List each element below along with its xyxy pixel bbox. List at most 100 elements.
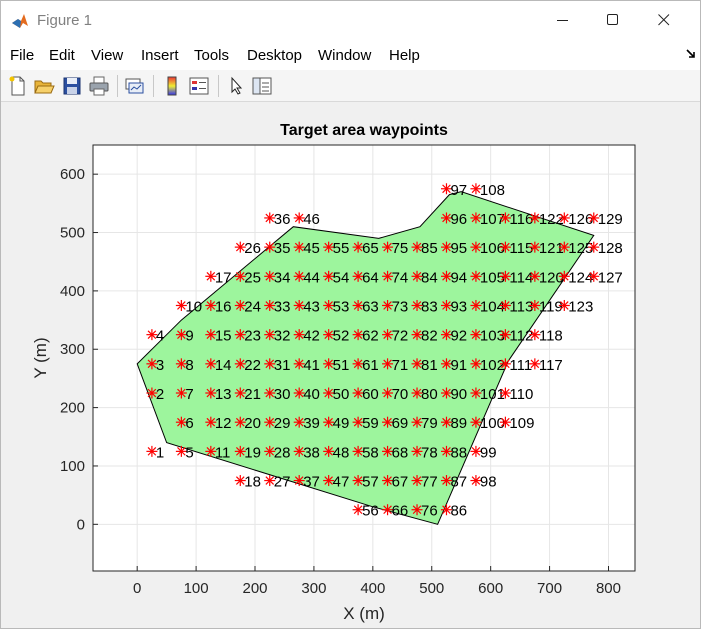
close-button[interactable] <box>641 1 687 39</box>
waypoint-label: 113 <box>509 298 533 315</box>
legend-icon[interactable] <box>188 75 210 97</box>
maximize-button[interactable] <box>590 1 636 39</box>
menu-window[interactable]: Window <box>318 47 372 64</box>
waypoint-marker <box>470 329 482 341</box>
waypoint-label: 95 <box>450 240 467 257</box>
waypoint-label: 115 <box>509 240 533 257</box>
waypoint-marker <box>529 299 541 311</box>
waypoint-marker <box>323 329 335 341</box>
waypoint-label: 22 <box>244 357 261 374</box>
waypoint-marker <box>440 475 452 487</box>
waypoint-marker <box>234 416 246 428</box>
waypoint-marker <box>205 445 217 457</box>
waypoint-label: 71 <box>392 357 409 374</box>
waypoint-marker <box>411 416 423 428</box>
pointer-icon[interactable] <box>225 75 247 97</box>
x-tick-label: 300 <box>301 580 326 597</box>
open-file-icon[interactable] <box>33 75 55 97</box>
waypoint-marker <box>264 416 276 428</box>
waypoint-marker <box>264 299 276 311</box>
waypoint-label: 5 <box>185 444 193 461</box>
waypoint-marker <box>323 358 335 370</box>
waypoint-marker <box>440 270 452 282</box>
x-tick-label: 400 <box>360 580 385 597</box>
waypoint-marker <box>146 358 158 370</box>
waypoint-marker <box>588 270 600 282</box>
plot-svg: Target area waypoints 123456789101112131… <box>31 122 636 623</box>
waypoint-label: 18 <box>244 474 261 491</box>
link-plot-icon[interactable] <box>123 75 145 97</box>
menu-edit[interactable]: Edit <box>49 47 75 64</box>
waypoint-marker <box>558 212 570 224</box>
print-icon[interactable] <box>88 75 110 97</box>
waypoint-marker <box>440 212 452 224</box>
waypoint-label: 32 <box>274 328 291 345</box>
waypoint-marker <box>529 270 541 282</box>
waypoint-label: 70 <box>392 386 409 403</box>
waypoint-marker <box>323 445 335 457</box>
waypoint-label: 60 <box>362 386 379 403</box>
waypoint-label: 76 <box>421 503 438 520</box>
waypoint-label: 41 <box>303 357 320 374</box>
waypoint-marker <box>264 329 276 341</box>
waypoint-label: 59 <box>362 415 379 432</box>
waypoint-marker <box>293 329 305 341</box>
menu-view[interactable]: View <box>91 47 124 64</box>
waypoint-marker <box>499 212 511 224</box>
waypoint-marker <box>382 329 394 341</box>
waypoint-label: 124 <box>568 269 593 286</box>
property-inspector-icon[interactable] <box>251 75 273 97</box>
waypoint-marker <box>529 241 541 253</box>
x-tick-label: 0 <box>133 580 141 597</box>
matlab-icon <box>12 14 28 28</box>
toolbar-separator <box>153 75 154 97</box>
waypoint-marker <box>234 241 246 253</box>
waypoint-label: 50 <box>333 386 350 403</box>
waypoint-marker <box>470 212 482 224</box>
waypoint-marker <box>352 241 364 253</box>
waypoint-marker <box>352 299 364 311</box>
waypoint-marker <box>293 416 305 428</box>
waypoint-marker <box>411 358 423 370</box>
waypoint-marker <box>293 475 305 487</box>
waypoint-label: 40 <box>303 386 320 403</box>
waypoint-label: 119 <box>539 298 563 315</box>
waypoint-marker <box>411 387 423 399</box>
waypoint-label: 16 <box>215 298 232 315</box>
waypoint-label: 78 <box>421 444 438 461</box>
waypoint-marker <box>558 270 570 282</box>
waypoint-marker <box>323 475 335 487</box>
waypoint-label: 25 <box>244 269 261 286</box>
waypoint-marker <box>382 445 394 457</box>
menu-file[interactable]: File <box>10 47 35 64</box>
waypoint-label: 68 <box>392 444 409 461</box>
new-figure-icon[interactable] <box>7 75 29 97</box>
waypoint-label: 128 <box>598 240 623 257</box>
undock-arrow-icon[interactable] <box>686 49 696 59</box>
waypoint-label: 123 <box>568 298 593 315</box>
waypoint-marker <box>558 299 570 311</box>
waypoint-label: 19 <box>244 444 261 461</box>
menu-desktop[interactable]: Desktop <box>247 47 303 64</box>
menu-insert[interactable]: Insert <box>141 47 179 64</box>
waypoint-marker <box>175 329 187 341</box>
waypoint-label: 17 <box>215 269 232 286</box>
waypoint-marker <box>588 212 600 224</box>
menu-help[interactable]: Help <box>389 47 420 64</box>
x-tick-label: 600 <box>478 580 503 597</box>
waypoint-label: 118 <box>539 328 563 345</box>
waypoint-label: 109 <box>509 415 534 432</box>
waypoint-marker <box>440 504 452 516</box>
waypoint-label: 116 <box>509 211 533 228</box>
waypoint-label: 36 <box>274 211 291 228</box>
save-icon[interactable] <box>61 75 83 97</box>
waypoint-label: 85 <box>421 240 438 257</box>
waypoint-label: 42 <box>303 328 320 345</box>
waypoint-marker <box>205 299 217 311</box>
waypoint-label: 27 <box>274 474 291 491</box>
colorbar-icon[interactable] <box>161 75 183 97</box>
menu-tools[interactable]: Tools <box>194 47 230 64</box>
waypoint-label: 52 <box>333 328 350 345</box>
waypoint-marker <box>264 241 276 253</box>
minimize-button[interactable] <box>540 1 586 39</box>
